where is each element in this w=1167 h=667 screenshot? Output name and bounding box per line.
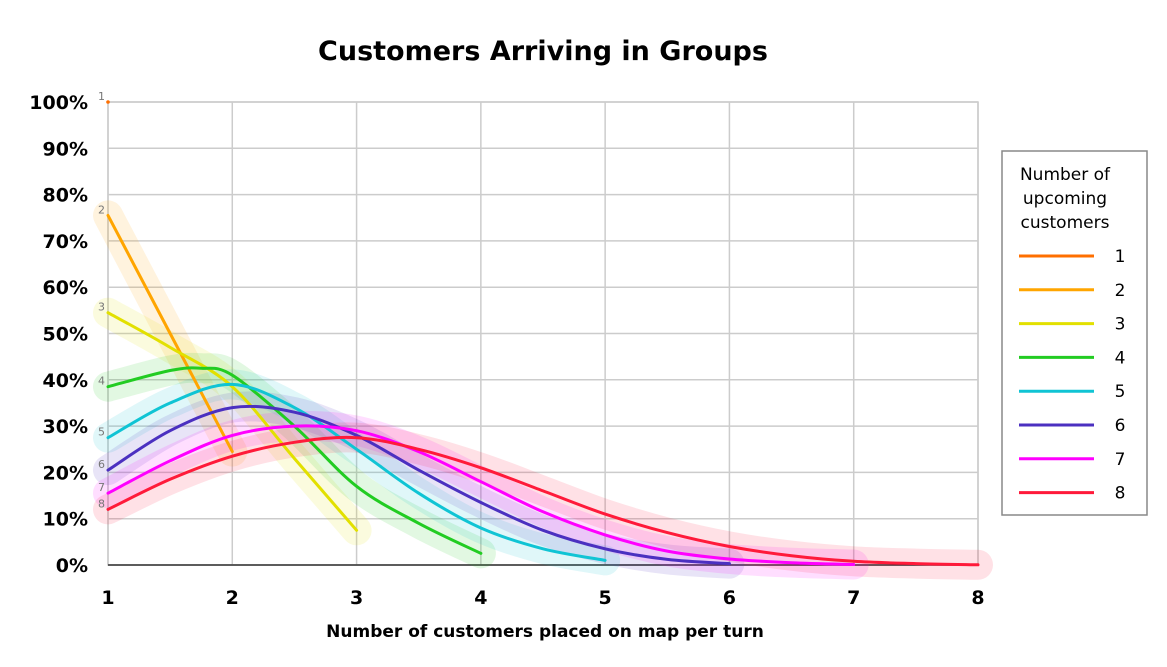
- x-axis-ticks: 1 2 3 4 5 6 7 8: [101, 587, 984, 609]
- legend-label: 5: [1115, 382, 1126, 402]
- legend-label: 8: [1115, 484, 1126, 504]
- x-tick-label: 4: [474, 587, 487, 609]
- series-lines: [106, 100, 980, 567]
- y-tick-label: 50%: [43, 324, 88, 346]
- x-tick-label: 3: [350, 587, 363, 609]
- y-tick-label: 20%: [43, 462, 88, 484]
- series-start-tag: 8: [98, 497, 105, 510]
- series-line: [106, 404, 731, 566]
- x-tick-label: 7: [847, 587, 860, 609]
- legend-label: 1: [1115, 247, 1126, 267]
- series-start-tag: 3: [98, 301, 105, 314]
- series-start-tag: 7: [98, 481, 105, 494]
- legend-label: 6: [1115, 416, 1126, 436]
- series-line: [106, 311, 359, 532]
- series-start-tag: 2: [98, 203, 105, 216]
- series-start-tag: 5: [98, 426, 105, 439]
- series-line: [106, 424, 856, 566]
- y-axis-ticks: 0% 10% 20% 30% 40% 50% 60% 70% 80% 90% 100%: [29, 92, 88, 577]
- series-start-tag: 4: [98, 375, 105, 388]
- legend: Number of upcoming customers 1 2 3 4 5 6 7 8: [1001, 150, 1148, 516]
- series-line: [106, 213, 234, 454]
- chart-title: Customers Arriving in Groups: [318, 36, 768, 67]
- y-tick-label: 100%: [29, 92, 88, 114]
- series-start-tag: 6: [98, 458, 105, 471]
- x-tick-label: 8: [971, 587, 984, 609]
- y-tick-label: 80%: [43, 185, 88, 207]
- legend-label: 4: [1115, 348, 1126, 368]
- legend-box: [1001, 150, 1148, 516]
- y-tick-label: 70%: [43, 231, 88, 253]
- x-tick-label: 6: [723, 587, 736, 609]
- y-tick-label: 40%: [43, 370, 88, 392]
- legend-label: 3: [1115, 315, 1126, 335]
- series-line: [106, 382, 607, 562]
- x-tick-label: 2: [226, 587, 239, 609]
- y-tick-label: 10%: [43, 509, 88, 531]
- series-tags: 1 2 3 4 5 6 7 8: [98, 90, 105, 510]
- series-start-tag: 1: [98, 90, 105, 103]
- y-tick-label: 90%: [43, 138, 88, 160]
- x-axis-label: Number of customers placed on map per tu…: [326, 622, 764, 642]
- x-tick-label: 5: [599, 587, 612, 609]
- legend-items: 1 2 3 4 5 6 7 8: [1019, 247, 1125, 504]
- legend-label: 7: [1115, 450, 1126, 470]
- series-line: [106, 435, 980, 567]
- grid: [107, 101, 979, 566]
- x-tick-label: 1: [101, 587, 114, 609]
- series-point: [106, 100, 110, 104]
- y-tick-label: 0%: [56, 555, 88, 577]
- y-tick-label: 30%: [43, 416, 88, 438]
- y-tick-label: 60%: [43, 277, 88, 299]
- legend-label: 2: [1115, 281, 1126, 301]
- legend-title: Number of upcoming customers: [1020, 165, 1111, 233]
